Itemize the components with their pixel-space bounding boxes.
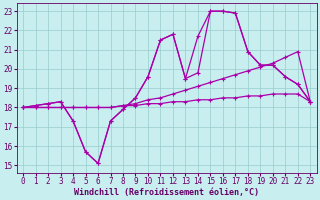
X-axis label: Windchill (Refroidissement éolien,°C): Windchill (Refroidissement éolien,°C) [74,188,259,197]
